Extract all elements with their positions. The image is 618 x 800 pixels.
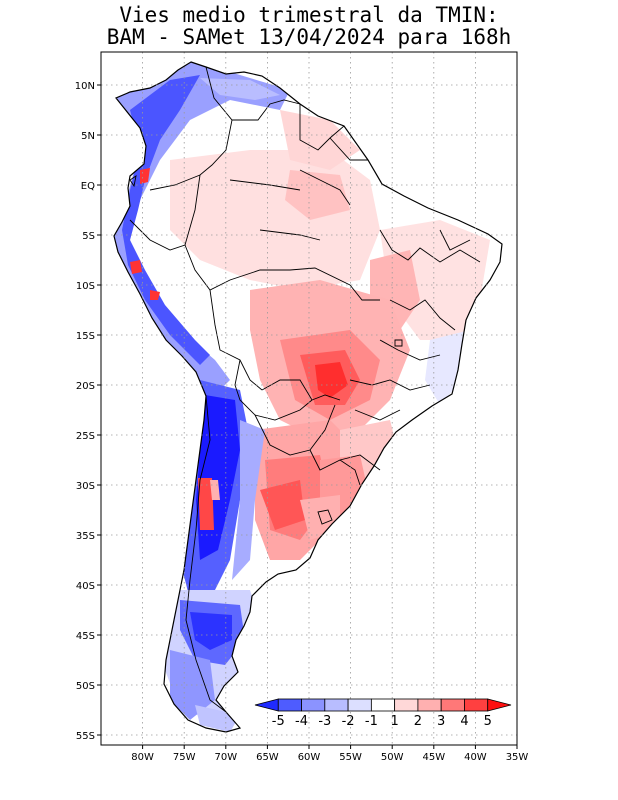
water-bodies [129, 175, 403, 525]
colorbar-swatch [347, 698, 372, 712]
lon-tick-label: 55W [339, 752, 362, 763]
lon-tick-label: 50W [381, 752, 404, 763]
lon-tick-label: 75W [173, 752, 196, 763]
colorbar-label: 3 [437, 714, 445, 729]
colorbar-label: -5 [272, 714, 285, 729]
colorbar-swatch [394, 698, 419, 712]
lat-tick-label: 15S [76, 331, 95, 342]
lat-tick-label: 30S [76, 481, 95, 492]
lat-tick-label: 5N [81, 131, 95, 142]
lat-tick-label: 40S [76, 581, 95, 592]
lon-tick-label: 35W [506, 752, 529, 763]
colorbar-label: 4 [460, 714, 468, 729]
lat-tick-label: 10S [76, 281, 95, 292]
lat-tick-label: 35S [76, 531, 95, 542]
lat-axis: 10N 5N EQ 5S 10S 15S 20S 25S 30S 35S 40S 45S 50S 55S [75, 81, 101, 742]
lat-tick-label: 25S [76, 431, 95, 442]
lon-axis: 80W 75W 70W 65W 60W 55W 50W 45W 40W 35W [131, 745, 528, 763]
colorbar-swatch [417, 698, 442, 712]
map-title-line1: Vies medio trimestral da TMIN: [119, 3, 499, 27]
lat-tick-label: 10N [75, 81, 95, 92]
lon-tick-label: 65W [256, 752, 279, 763]
colorbar-label: 1 [390, 714, 398, 729]
colorbar-label: -4 [295, 714, 308, 729]
lon-tick-label: 45W [422, 752, 445, 763]
map-title-line2: BAM - SAMet 13/04/2024 para 168h [106, 25, 512, 49]
lon-tick-label: 80W [131, 752, 154, 763]
lon-tick-label: 70W [214, 752, 237, 763]
lat-tick-label: 5S [82, 231, 95, 242]
colorbar-swatch [301, 698, 326, 712]
colorbar-swatch [370, 698, 396, 712]
colorbar-swatch [277, 698, 302, 712]
country-borders [129, 66, 481, 713]
lat-tick-label: EQ [81, 181, 95, 192]
colorbar-swatch [487, 698, 512, 712]
colorbar-swatch [324, 698, 349, 712]
lon-tick-label: 40W [464, 752, 487, 763]
colorbar-label: 5 [484, 714, 492, 729]
colorbar-swatch [440, 698, 465, 712]
colorbar-label: -3 [318, 714, 331, 729]
lat-tick-label: 45S [76, 631, 95, 642]
lat-tick-label: 50S [76, 681, 95, 692]
lat-tick-label: 20S [76, 381, 95, 392]
colorbar: -5 -4 -3 -2 -1 1 2 3 4 5 [254, 698, 512, 729]
colorbar-label: 2 [414, 714, 422, 729]
lon-tick-label: 60W [298, 752, 321, 763]
lat-tick-label: 55S [76, 731, 95, 742]
colorbar-swatch [464, 698, 489, 712]
colorbar-label: -2 [342, 714, 355, 729]
colorbar-label: -1 [365, 714, 378, 729]
